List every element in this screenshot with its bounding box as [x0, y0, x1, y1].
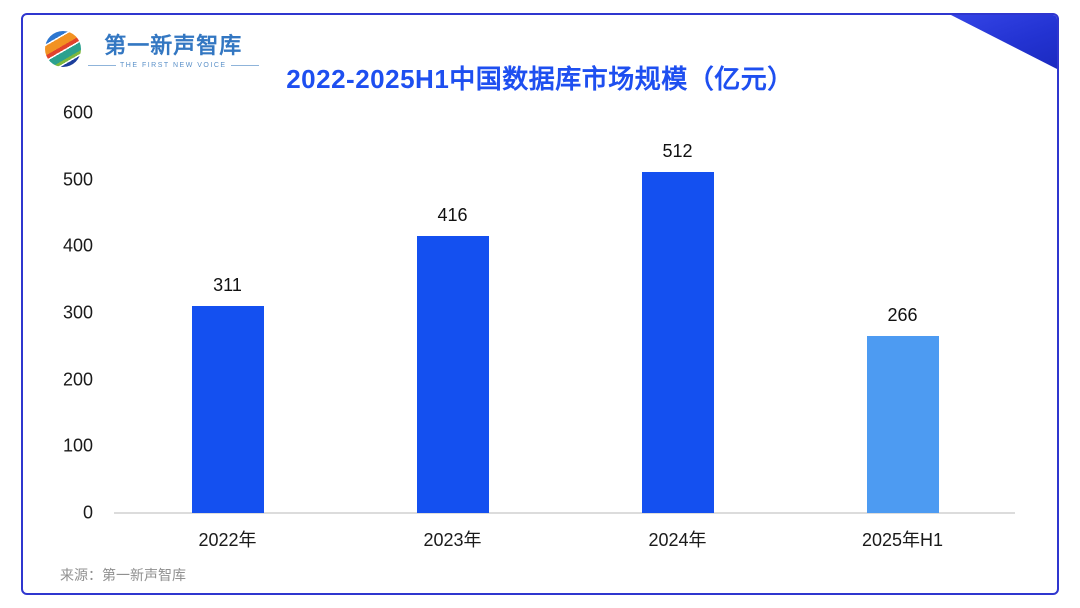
x-axis-label: 2022年: [198, 530, 257, 550]
x-axis-labels: 2022年 2023年 2024年 2025年H1: [115, 526, 1015, 552]
chart-card: 第一新声智库 THE FIRST NEW VOICE 2022-2025H1中国…: [21, 13, 1059, 595]
bar-value-label: 512: [662, 140, 693, 161]
logo: 第一新声智库 THE FIRST NEW VOICE: [45, 28, 259, 69]
logo-globe-icon: [45, 30, 81, 67]
bar-value-label: 311: [213, 274, 242, 295]
y-tick-label: 0: [82, 502, 93, 523]
bar: [866, 335, 939, 513]
bar-group: 311: [115, 113, 340, 513]
y-tick-label: 500: [62, 169, 93, 190]
logo-tagline: THE FIRST NEW VOICE: [88, 62, 259, 69]
logo-name: 第一新声智库: [104, 33, 243, 58]
bar: [641, 171, 714, 513]
tagline-text: THE FIRST NEW VOICE: [120, 62, 227, 69]
chart-title: 2022-2025H1中国数据库市场规模（亿元）: [286, 64, 794, 94]
bar: [191, 305, 264, 513]
tagline-dash-right: [230, 65, 259, 66]
bar-group: 416: [340, 113, 565, 513]
x-axis-label: 2025年H1: [861, 530, 944, 550]
bar-group: 266: [790, 113, 1015, 513]
bar-value-label: 266: [887, 304, 918, 325]
logo-text: 第一新声智库 THE FIRST NEW VOICE: [88, 28, 259, 69]
bar-value-label: 416: [437, 204, 468, 225]
y-tick-label: 100: [62, 435, 93, 456]
tagline-dash-left: [88, 65, 116, 66]
y-tick-label: 200: [62, 369, 93, 390]
y-tick-label: 400: [62, 235, 93, 256]
x-axis-label: 2023年: [423, 530, 482, 550]
x-axis-baseline: [114, 512, 1015, 514]
source-note: 来源：第一新声智库: [60, 567, 186, 583]
y-tick-label: 600: [62, 102, 93, 123]
bar: [416, 235, 489, 513]
bar-group: 512: [565, 113, 790, 513]
x-axis-label: 2024年: [648, 530, 707, 550]
y-tick-label: 300: [62, 302, 93, 323]
plot-area: 311 416 512 266: [115, 113, 1015, 513]
